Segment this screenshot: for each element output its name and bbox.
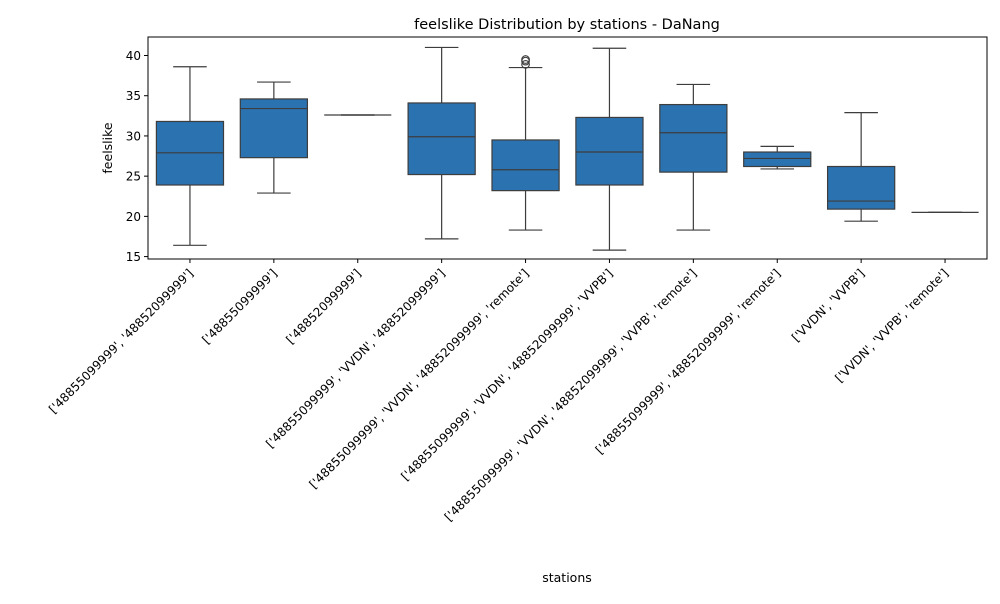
- box-iqr: [407, 102, 476, 176]
- box-iqr: [659, 103, 728, 173]
- x-tick-label: ['48855099999', 'VVDN', '48852099999']: [263, 266, 448, 451]
- outlier-point: [521, 59, 530, 69]
- box-iqr: [239, 98, 309, 159]
- x-tick-label: ['48855099999']: [199, 266, 280, 347]
- y-tick-label: 20: [126, 210, 141, 224]
- chart-title: feelslike Distribution by stations - DaN…: [414, 17, 720, 33]
- box-iqr: [743, 151, 812, 168]
- x-tick-label: ['48852099999']: [283, 266, 364, 347]
- outlier-point: [521, 55, 530, 64]
- y-tick-label: 25: [126, 170, 141, 184]
- y-tick-label: 30: [126, 129, 141, 143]
- x-tick-label: ['48855099999', '48852099999']: [46, 266, 196, 416]
- x-axis-label: stations: [542, 570, 592, 585]
- y-tick-label: 35: [126, 89, 141, 103]
- y-tick-label: 15: [126, 250, 141, 264]
- x-tick-label: ['48855099999', '48852099999', 'remote']: [593, 266, 784, 457]
- plot-frame: [147, 36, 988, 260]
- box-iqr: [575, 116, 644, 186]
- y-tick-label: 40: [126, 49, 141, 63]
- x-tick-label: ['VVDN', 'VVPB']: [789, 266, 867, 344]
- box-iqr: [826, 165, 896, 210]
- box-iqr: [491, 139, 560, 192]
- plot-area: 15 20 25 30 35 40 ['48855099999', '48852099999…: [46, 36, 988, 524]
- y-axis-label: feelslike: [100, 122, 115, 174]
